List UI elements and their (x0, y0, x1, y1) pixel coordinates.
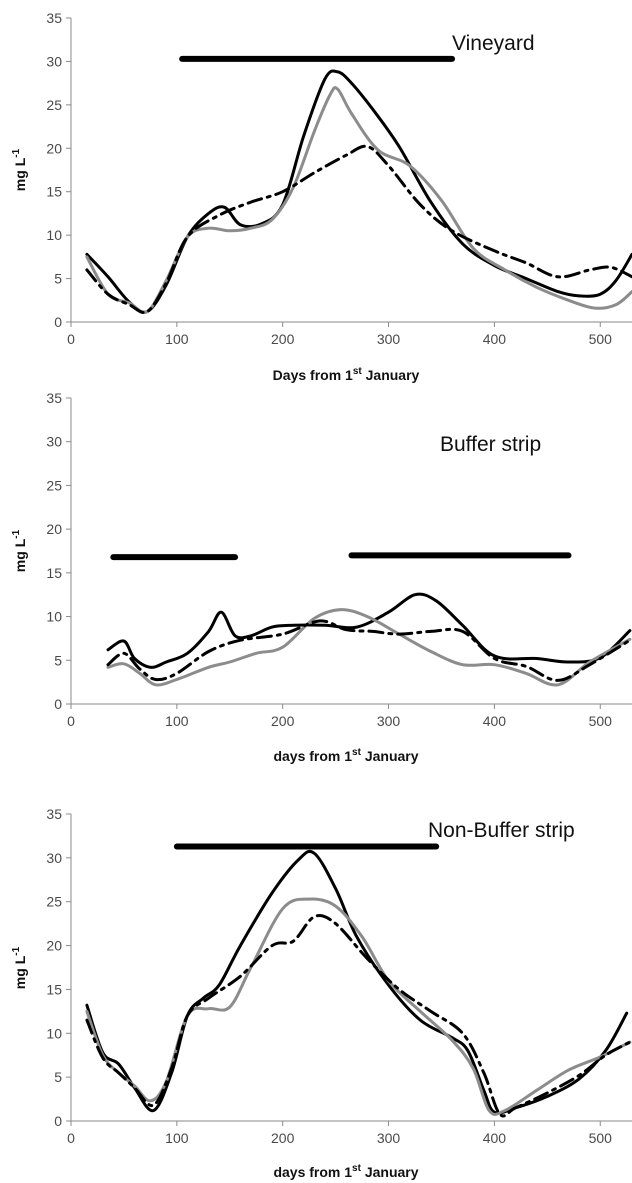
x-tick-label: 500 (589, 1130, 613, 1146)
y-axis-title-text: mg L (12, 538, 28, 572)
y-tick-label: 0 (54, 314, 62, 330)
panel-title: Non-Buffer strip (428, 819, 575, 842)
series-black-dashdot (106, 619, 632, 682)
x-tick-label: 200 (271, 713, 295, 729)
series-grey-solid (85, 897, 632, 1116)
x-tick-label: 300 (377, 1130, 401, 1146)
x-tick-label: 100 (165, 331, 189, 347)
y-tick-label: 15 (46, 981, 62, 997)
y-tick-label: 5 (54, 1069, 62, 1085)
x-tick-label: 0 (67, 331, 75, 347)
series-grey-solid (85, 86, 632, 314)
y-tick-label: 30 (46, 434, 62, 450)
x-tick-label: 200 (271, 331, 295, 347)
y-axis-title: mg L-1 (11, 529, 28, 572)
y-tick-label: 20 (46, 521, 62, 537)
y-tick-label: 25 (46, 97, 62, 113)
y-axis-title: mg L-1 (11, 148, 28, 191)
y-tick-label: 20 (46, 140, 62, 156)
series-black-dashdot (85, 144, 632, 314)
series-black-solid (106, 592, 632, 669)
x-tick-label: 100 (165, 713, 189, 729)
y-tick-label: 15 (46, 184, 62, 200)
series-grey-solid (106, 608, 632, 687)
x-tick-label: 200 (271, 1130, 295, 1146)
x-tick-label: 0 (67, 1130, 75, 1146)
y-tick-label: 30 (46, 850, 62, 866)
x-tick-label: 500 (589, 331, 613, 347)
y-axis-title: mg L-1 (11, 946, 28, 989)
x-tick-label: 400 (483, 1130, 507, 1146)
x-tick-label: 300 (377, 331, 401, 347)
panel-buffer-strip: 0 5 10 15 20 25 30 35 0 100 200 300 400 500 Buffer str… (11, 390, 632, 764)
y-tick-label: 30 (46, 53, 62, 69)
y-tick-label: 0 (54, 696, 62, 712)
x-axis-title-end: January (361, 1164, 419, 1180)
panel-vineyard: 0 5 10 15 20 25 30 35 0 100 200 300 400 500 Vineyard Da… (11, 10, 632, 383)
y-axis-title-text: mg L (12, 955, 28, 989)
x-axis-title-text: days from 1 (273, 748, 352, 764)
y-axis-title-superscript: -1 (11, 148, 22, 157)
x-axis-title-superscript: st (352, 1163, 362, 1174)
x-axis-title-text: Days from 1 (273, 367, 353, 383)
y-tick-label: 25 (46, 477, 62, 493)
y-tick-label: 0 (54, 1113, 62, 1129)
y-tick-label: 35 (46, 806, 62, 822)
x-tick-label: 100 (165, 1130, 189, 1146)
y-axis-title-text: mg L (12, 157, 28, 191)
x-axis-title: days from 1st January (273, 1163, 418, 1180)
x-tick-label: 400 (483, 713, 507, 729)
y-tick-label: 10 (46, 609, 62, 625)
panel-title: Vineyard (452, 32, 535, 55)
panel-non-buffer-strip: 0 5 10 15 20 25 30 35 0 100 200 300 400 500 Non-Buffer… (11, 806, 632, 1180)
x-axis-title-text: days from 1 (273, 1164, 352, 1180)
y-tick-label: 5 (54, 652, 62, 668)
y-tick-label: 10 (46, 227, 62, 243)
y-tick-label: 35 (46, 390, 62, 406)
series-black-dashdot (85, 913, 632, 1118)
x-axis-title-end: January (362, 367, 420, 383)
y-tick-label: 10 (46, 1025, 62, 1041)
x-tick-label: 500 (589, 713, 613, 729)
x-tick-label: 400 (483, 331, 507, 347)
x-axis-title: Days from 1st January (273, 366, 420, 383)
panel-title: Buffer strip (440, 433, 541, 456)
y-axis-title-superscript: -1 (11, 529, 22, 538)
x-axis-title-end: January (361, 748, 419, 764)
y-tick-label: 20 (46, 938, 62, 954)
x-axis-title: days from 1st January (273, 747, 418, 764)
y-tick-label: 15 (46, 565, 62, 581)
x-axis-title-superscript: st (353, 366, 363, 377)
y-axis-title-superscript: -1 (11, 946, 22, 955)
y-tick-label: 5 (54, 271, 62, 287)
x-axis-title-superscript: st (352, 747, 362, 758)
x-tick-label: 300 (377, 713, 401, 729)
y-tick-label: 25 (46, 894, 62, 910)
x-tick-label: 0 (67, 713, 75, 729)
y-tick-label: 35 (46, 10, 62, 26)
